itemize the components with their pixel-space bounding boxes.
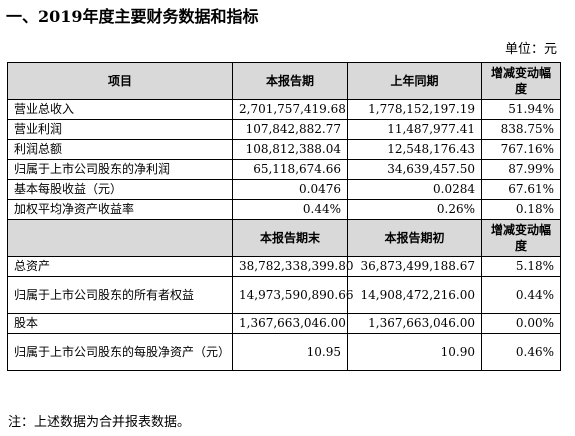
cell-change: 838.75% [481, 119, 561, 140]
table-row: 营业利润 107,842,882.77 11,487,977.41 838.75… [7, 119, 561, 140]
table-header-row: 项目 本报告期 上年同期 增减变动幅度 [7, 62, 561, 100]
cell-value: 1,778,152,197.19 [347, 99, 482, 120]
unit-label: 单位：元 [504, 42, 557, 57]
row-label: 营业利润 [7, 119, 233, 140]
cell-value: 14,908,472,216.00 [347, 276, 482, 314]
cell-value: 0.26% [347, 199, 482, 220]
cell-value: 1,367,663,046.00 [232, 313, 348, 334]
table-row: 营业总收入 2,701,757,419.68 1,778,152,197.19 … [7, 99, 561, 120]
cell-change: 0.18% [481, 199, 561, 220]
table-subheader-row: 本报告期末 本报告期初 增减变动幅度 [7, 219, 561, 257]
header-cell: 增减变动幅度 [481, 219, 561, 257]
cell-change: 67.61% [481, 179, 561, 200]
cell-change: 0.44% [481, 276, 561, 314]
cell-change: 0.46% [481, 333, 561, 371]
financial-table: 项目 本报告期 上年同期 增减变动幅度 营业总收入 2,701,757,419.… [7, 62, 561, 371]
cell-change: 767.16% [481, 139, 561, 160]
cell-value: 65,118,674.66 [232, 159, 348, 180]
header-cell: 本报告期初 [347, 219, 482, 257]
footnote: 注：上述数据为合并报表数据。 [8, 415, 191, 430]
cell-value: 36,873,499,188.67 [347, 256, 482, 277]
header-cell: 本报告期 [232, 62, 348, 100]
row-label: 归属于上市公司股东的每股净资产（元） [7, 333, 233, 371]
row-label: 归属于上市公司股东的所有者权益 [7, 276, 233, 314]
section-title: 一、2019年度主要财务数据和指标 [6, 7, 259, 26]
cell-value: 10.95 [232, 333, 348, 371]
header-cell [7, 219, 233, 257]
cell-value: 0.0284 [347, 179, 482, 200]
header-cell: 本报告期末 [232, 219, 348, 257]
cell-change: 5.18% [481, 256, 561, 277]
table-row: 股本 1,367,663,046.00 1,367,663,046.00 0.0… [7, 313, 561, 334]
table-row: 归属于上市公司股东的所有者权益 14,973,590,890.66 14,908… [7, 276, 561, 314]
row-label: 加权平均净资产收益率 [7, 199, 233, 220]
cell-value: 10.90 [347, 333, 482, 371]
cell-change: 87.99% [481, 159, 561, 180]
table-row: 利润总额 108,812,388.04 12,548,176.43 767.16… [7, 139, 561, 160]
cell-value: 0.0476 [232, 179, 348, 200]
header-cell: 上年同期 [347, 62, 482, 100]
row-label: 基本每股收益（元） [7, 179, 233, 200]
table-row: 加权平均净资产收益率 0.44% 0.26% 0.18% [7, 199, 561, 220]
cell-value: 11,487,977.41 [347, 119, 482, 140]
header-cell: 增减变动幅度 [481, 62, 561, 100]
row-label: 总资产 [7, 256, 233, 277]
cell-value: 14,973,590,890.66 [232, 276, 354, 314]
cell-change: 0.00% [481, 313, 561, 334]
cell-value: 0.44% [232, 199, 348, 220]
cell-value: 1,367,663,046.00 [347, 313, 482, 334]
cell-value: 108,812,388.04 [232, 139, 348, 160]
table-row: 基本每股收益（元） 0.0476 0.0284 67.61% [7, 179, 561, 200]
row-label: 利润总额 [7, 139, 233, 160]
row-label: 归属于上市公司股东的净利润 [7, 159, 233, 180]
cell-value: 12,548,176.43 [347, 139, 482, 160]
cell-change: 51.94% [481, 99, 561, 120]
row-label: 股本 [7, 313, 233, 334]
table-row: 归属于上市公司股东的净利润 65,118,674.66 34,639,457.5… [7, 159, 561, 180]
cell-value: 2,701,757,419.68 [232, 99, 348, 120]
cell-value: 38,782,338,399.80 [232, 256, 354, 277]
header-cell: 项目 [7, 62, 233, 100]
table-row: 总资产 38,782,338,399.80 36,873,499,188.67 … [7, 256, 561, 277]
cell-value: 107,842,882.77 [232, 119, 348, 140]
table-row: 归属于上市公司股东的每股净资产（元） 10.95 10.90 0.46% [7, 333, 561, 371]
cell-value: 34,639,457.50 [347, 159, 482, 180]
row-label: 营业总收入 [7, 99, 233, 120]
